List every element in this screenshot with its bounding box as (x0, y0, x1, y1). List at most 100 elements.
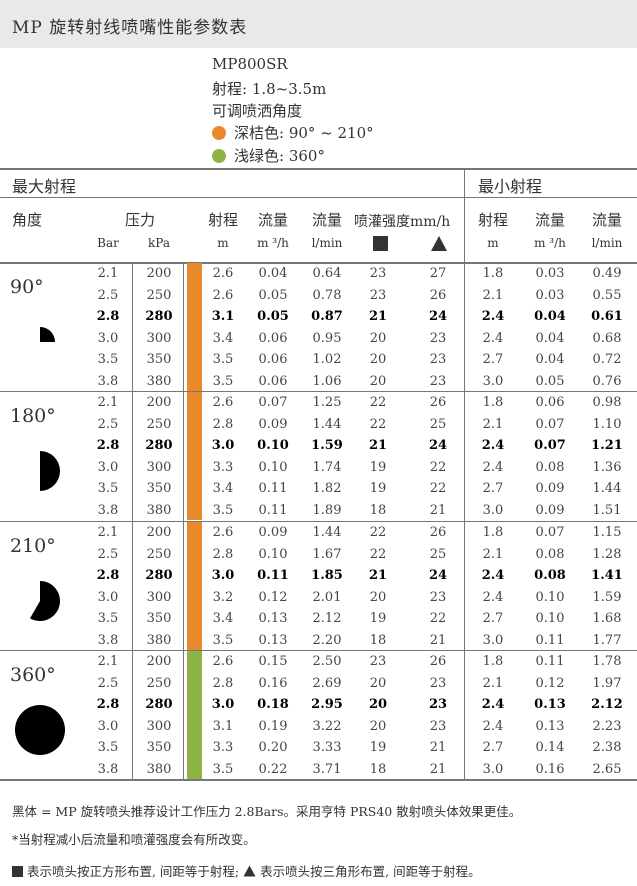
cell-min-flow-m3h: 0.10 (535, 589, 565, 605)
cell-min-flow-lmin: 1.21 (591, 438, 623, 454)
cell-min-range: 2.4 (482, 718, 504, 734)
cell-min-flow-lmin: 2.23 (592, 718, 622, 734)
cell-kpa: 200 (146, 395, 172, 410)
cell-precip-triangle: 24 (428, 568, 448, 584)
cell-range: 3.4 (212, 330, 234, 346)
cell-precip-square: 19 (369, 740, 387, 756)
cell-kpa: 250 (146, 546, 172, 562)
cell-range: 2.8 (212, 416, 234, 432)
cell-min-flow-m3h: 0.08 (535, 546, 565, 562)
cell-flow-m3h: 0.05 (257, 309, 289, 325)
cell-min-range: 2.1 (482, 416, 504, 432)
cell-min-flow-m3h: 0.09 (535, 503, 565, 518)
cell-bar: 2.8 (96, 697, 120, 713)
cell-precip-square: 19 (369, 481, 387, 497)
cell-precip-triangle: 24 (428, 438, 448, 454)
cell-kpa: 380 (146, 633, 172, 648)
header-precip: 喷灌强度mm/h (354, 214, 451, 230)
cell-min-flow-m3h: 0.07 (534, 438, 566, 454)
cell-flow-lmin: 2.20 (312, 633, 342, 648)
cell-min-range: 3.0 (482, 503, 504, 518)
cell-bar: 2.1 (97, 266, 119, 281)
model-adjustable: 可调喷洒角度 (212, 102, 303, 120)
group-angle-label: 210° (10, 535, 56, 557)
cell-flow-lmin: 2.12 (312, 611, 342, 627)
cell-min-flow-lmin: 1.97 (592, 675, 622, 691)
cell-range: 3.2 (212, 589, 234, 605)
cell-bar: 3.8 (97, 633, 119, 648)
cell-kpa: 350 (146, 740, 172, 756)
header-range-unit: m (217, 236, 229, 250)
cell-kpa: 250 (146, 287, 172, 303)
header-flow-m3h: 流量 (257, 211, 288, 229)
cell-bar: 2.1 (97, 395, 119, 410)
cell-min-range: 2.1 (482, 546, 504, 562)
header-min-flow-m3h: 流量 (534, 211, 565, 229)
cell-min-range: 2.4 (481, 568, 505, 584)
cell-bar: 3.5 (97, 611, 119, 627)
header-flow-m3h-unit: m ³/h (257, 236, 289, 250)
cell-precip-triangle: 23 (429, 374, 447, 389)
cell-flow-m3h: 0.07 (258, 395, 288, 410)
cell-kpa: 300 (146, 718, 172, 734)
cell-flow-m3h: 0.16 (258, 675, 288, 691)
cell-min-flow-lmin: 1.51 (592, 503, 622, 518)
cell-flow-m3h: 0.10 (257, 438, 289, 454)
header-min-flow-lmin: 流量 (591, 211, 622, 229)
cell-kpa: 200 (146, 525, 172, 540)
cell-precip-triangle: 23 (428, 697, 448, 713)
section-max-range: 最大射程 (12, 177, 77, 196)
cell-min-flow-lmin: 0.68 (592, 330, 622, 346)
cell-flow-lmin: 0.78 (312, 287, 342, 303)
cell-min-flow-lmin: 0.98 (592, 395, 622, 410)
cell-bar: 2.5 (97, 416, 119, 432)
model-range: 射程: 1.8~3.5m (212, 80, 327, 98)
cell-min-flow-lmin: 2.38 (592, 740, 622, 756)
cell-precip-square: 23 (369, 654, 387, 669)
cell-kpa: 380 (146, 374, 172, 389)
cell-precip-triangle: 21 (429, 740, 447, 756)
cell-flow-m3h: 0.13 (258, 633, 288, 648)
cell-flow-lmin: 2.01 (312, 589, 342, 605)
note-square-text: 表示喷头按正方形布置, 间距等于射程; (26, 864, 240, 879)
header-flow-lmin: 流量 (311, 211, 342, 229)
cell-kpa: 250 (146, 675, 172, 691)
cell-min-flow-lmin: 1.68 (592, 611, 622, 627)
cell-bar: 3.0 (97, 459, 119, 475)
cell-min-flow-m3h: 0.13 (534, 697, 566, 713)
cell-flow-lmin: 1.89 (312, 503, 342, 518)
cell-precip-triangle: 22 (429, 611, 447, 627)
quarter-circle-icon (40, 327, 55, 342)
cell-min-flow-lmin: 1.78 (592, 654, 622, 669)
cell-flow-m3h: 0.10 (258, 546, 288, 562)
cell-min-flow-lmin: 1.36 (592, 459, 622, 475)
cell-flow-lmin: 1.82 (312, 481, 342, 497)
section-min-range: 最小射程 (478, 177, 543, 196)
cell-flow-m3h: 0.20 (258, 740, 288, 756)
cell-precip-triangle: 23 (429, 352, 447, 368)
cell-precip-square: 20 (369, 374, 387, 389)
nozzle-color-bar (187, 651, 202, 779)
cell-flow-m3h: 0.06 (258, 352, 288, 368)
cell-flow-m3h: 0.10 (258, 459, 288, 475)
cell-min-flow-lmin: 1.44 (592, 481, 622, 497)
cell-bar: 2.5 (97, 675, 119, 691)
option-green: 浅绿色: 360° (212, 145, 325, 166)
cell-range: 3.0 (211, 697, 235, 713)
cell-range: 3.3 (212, 459, 234, 475)
cell-precip-triangle: 26 (429, 287, 447, 303)
cell-precip-square: 22 (369, 525, 387, 540)
cell-kpa: 280 (145, 309, 173, 325)
cell-kpa: 350 (146, 481, 172, 497)
cell-min-flow-lmin: 0.61 (591, 309, 623, 325)
header-min-flow-lmin-unit: l/min (591, 236, 623, 250)
cell-range: 2.6 (212, 654, 234, 669)
group-rule (0, 521, 637, 522)
cell-flow-lmin: 2.69 (312, 675, 342, 691)
group-angle-label: 180° (10, 405, 56, 427)
cell-flow-lmin: 0.64 (312, 266, 342, 281)
cell-precip-square: 20 (369, 675, 387, 691)
cell-precip-triangle: 22 (429, 481, 447, 497)
cell-min-flow-m3h: 0.08 (534, 568, 566, 584)
cell-min-flow-m3h: 0.10 (535, 611, 565, 627)
